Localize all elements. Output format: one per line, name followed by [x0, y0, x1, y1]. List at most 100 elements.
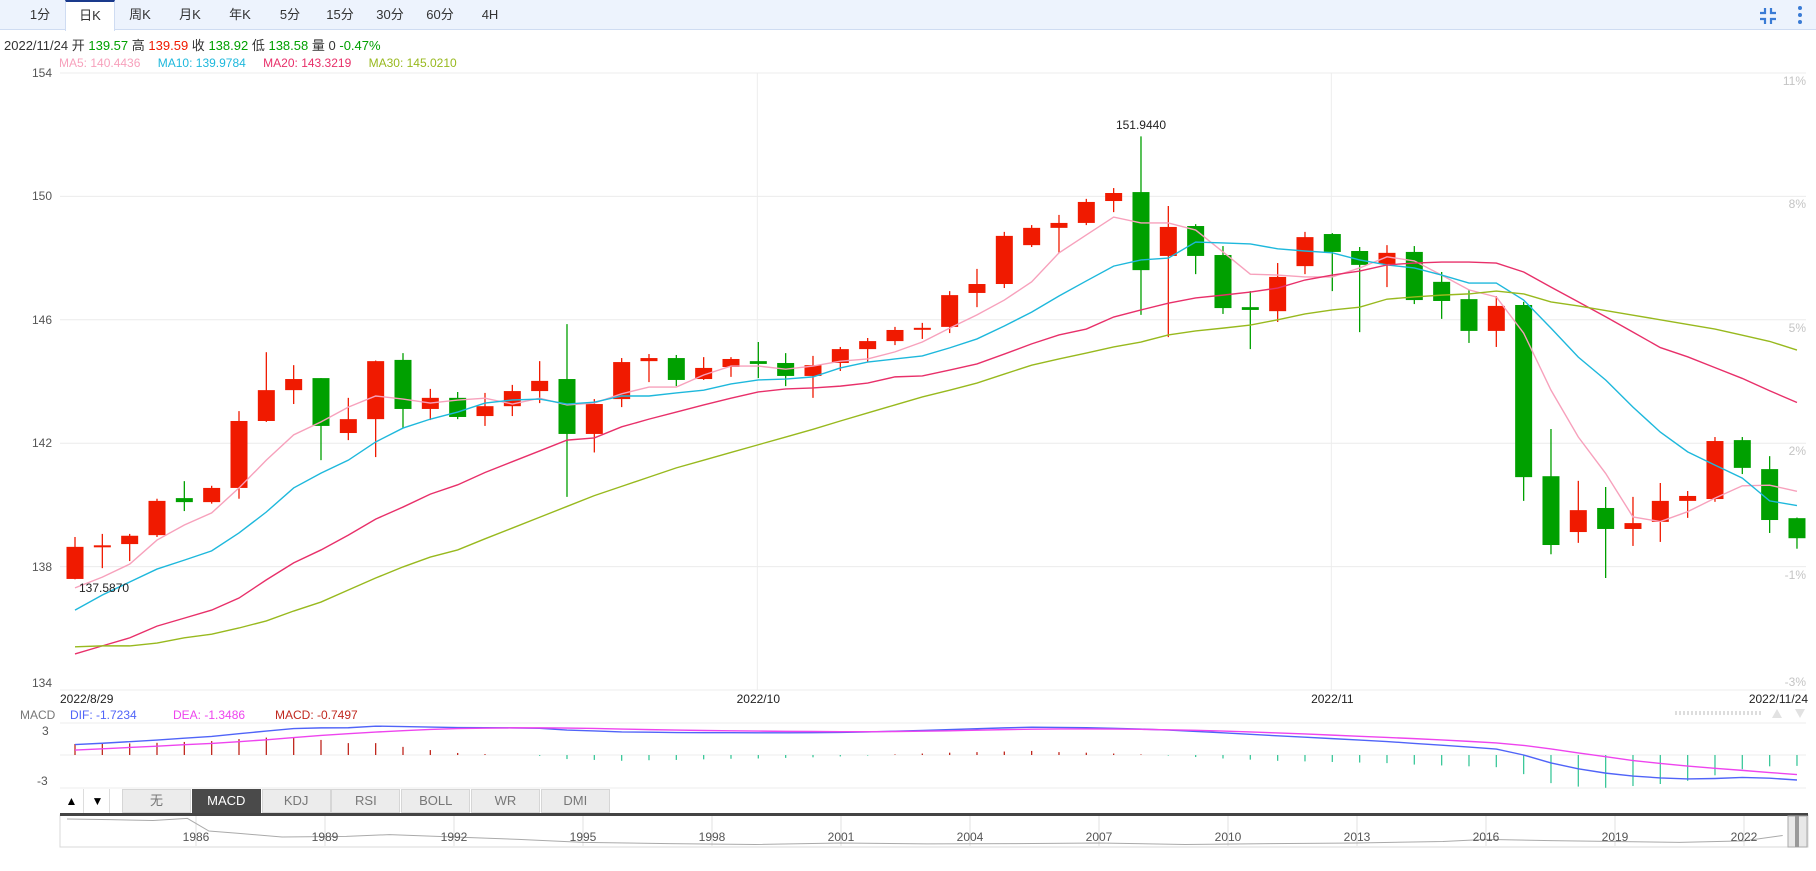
indicator-tab-1[interactable]: MACD: [191, 789, 261, 813]
indicator-tab-4[interactable]: BOLL: [401, 789, 471, 813]
indicator-tab-0[interactable]: 无: [122, 789, 191, 813]
navigator-handle-grip: [1795, 816, 1799, 847]
scroll-down-button[interactable]: ▼: [86, 789, 110, 813]
scroll-down-icon: [1795, 709, 1805, 718]
period-tab-2[interactable]: 周K: [129, 7, 151, 22]
scroll-up-icon: [1772, 709, 1782, 718]
candle-up: [148, 500, 166, 536]
y-axis-percent-label: 11%: [1782, 74, 1806, 88]
candle-up: [613, 362, 631, 400]
ma-legend: MA5: 140.4436 MA10: 139.9784 MA20: 143.3…: [59, 56, 471, 70]
kline-chart[interactable]: [0, 0, 1816, 789]
navigator-year-label: 2010: [1214, 830, 1242, 844]
candle-down: [1733, 440, 1751, 468]
candle-up: [1023, 227, 1041, 246]
navigator-year-label: 1986: [182, 830, 210, 844]
y-axis-percent-label: 5%: [1788, 320, 1806, 335]
candle-up: [585, 404, 603, 434]
ma20-legend: MA20: 143.3219: [263, 56, 352, 70]
candle-down: [312, 378, 330, 426]
y-axis-percent-label: 8%: [1788, 197, 1806, 212]
ma30-line: [74, 290, 1798, 648]
more-vertical-icon[interactable]: [1797, 4, 1803, 31]
period-tab-1[interactable]: 日K: [65, 0, 115, 31]
candle-up: [995, 235, 1013, 285]
navigator-year-label: 2007: [1085, 830, 1113, 844]
close-label: 收: [191, 38, 205, 53]
candle-up: [121, 535, 139, 545]
candle-down: [1132, 192, 1150, 271]
x-axis-label: 2022/11/24: [1748, 692, 1808, 706]
candle-up: [859, 341, 877, 350]
navigator-top-bar: [60, 813, 1808, 816]
volume-label: 量: [311, 38, 325, 53]
candle-down: [175, 498, 193, 503]
candle-up: [968, 284, 986, 293]
candle-down: [1323, 234, 1341, 252]
macd-title: MACD: [20, 708, 56, 722]
candle-down: [558, 379, 576, 434]
candle-down: [1597, 507, 1615, 529]
ma5-legend: MA5: 140.4436: [59, 56, 141, 70]
info-date: 2022/11/24: [4, 38, 69, 53]
period-tab-0[interactable]: 1分: [29, 7, 51, 22]
candle-down: [1788, 518, 1806, 539]
candle-up: [913, 327, 931, 330]
candle-down: [749, 361, 767, 364]
period-tab-4[interactable]: 年K: [229, 7, 251, 22]
period-tab-9[interactable]: 4H: [481, 7, 499, 22]
candle-down: [1214, 255, 1232, 309]
candle-down: [1542, 476, 1560, 546]
candle-up: [1706, 441, 1724, 500]
candle-up: [531, 380, 549, 392]
navigator-year-label: 2004: [956, 830, 984, 844]
candle-down: [1433, 281, 1451, 301]
period-tab-6[interactable]: 15分: [326, 7, 354, 22]
y-axis-percent-label: -3%: [1784, 675, 1806, 689]
period-tab-3[interactable]: 月K: [179, 7, 201, 22]
macd-axis-top: 3: [42, 724, 49, 738]
candle-up: [203, 487, 221, 503]
indicator-tab-2[interactable]: KDJ: [261, 789, 331, 813]
indicator-tab-6[interactable]: DMI: [540, 789, 610, 813]
candle-up: [93, 545, 111, 548]
ma10-line: [74, 241, 1798, 611]
candle-up: [695, 367, 713, 380]
y-axis-label: 134: [31, 676, 52, 690]
candle-up: [1269, 276, 1287, 312]
x-axis-label: 2022/11: [1311, 692, 1354, 706]
candle-down: [667, 358, 685, 380]
period-tab-7[interactable]: 30分: [376, 7, 404, 22]
period-tab-5[interactable]: 5分: [279, 7, 301, 22]
candle-up: [1050, 222, 1068, 228]
change-value: -0.47%: [339, 38, 381, 53]
indicator-tab-3[interactable]: RSI: [331, 789, 401, 813]
navigator-year-label: 2001: [827, 830, 855, 844]
min-price-annotation: 137.5870: [79, 581, 130, 596]
candle-up: [367, 361, 385, 420]
candle-up: [640, 358, 658, 362]
scroll-up-button[interactable]: ▲: [60, 789, 84, 813]
y-axis-percent-label: 2%: [1788, 444, 1806, 459]
macd-legend: MACD: -0.7497: [275, 708, 358, 722]
volume-value: 0: [328, 38, 336, 53]
candle-up: [1651, 500, 1669, 522]
candle-up: [1487, 305, 1505, 331]
compress-icon[interactable]: [1758, 6, 1778, 31]
dea-legend: DEA: -1.3486: [173, 708, 246, 722]
y-axis-percent-label: -1%: [1784, 567, 1806, 582]
candle-down: [1241, 307, 1259, 310]
navigator-year-label: 2022: [1730, 830, 1758, 844]
period-tab-8[interactable]: 60分: [426, 7, 454, 22]
y-axis-label: 146: [31, 312, 52, 327]
open-value: 139.57: [88, 38, 129, 53]
open-label: 开: [71, 38, 85, 53]
indicator-tab-5[interactable]: WR: [471, 789, 540, 813]
period-toolbar: 1分 日K 周K 月K 年K 5分 15分 30分 60分 4H: [0, 0, 1816, 31]
candle-up: [1105, 193, 1123, 202]
max-price-annotation: 151.9440: [1115, 118, 1167, 133]
navigator-year-label: 2013: [1343, 830, 1371, 844]
candle-up: [285, 379, 303, 391]
high-value: 139.59: [148, 38, 189, 53]
navigator-year-label: 1989: [311, 830, 339, 844]
